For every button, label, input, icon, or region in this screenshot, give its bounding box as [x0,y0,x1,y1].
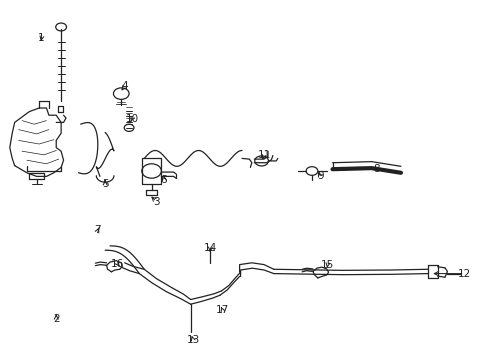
Text: 7: 7 [94,225,101,235]
Text: 14: 14 [203,243,217,253]
Text: 8: 8 [372,164,379,174]
Text: 1: 1 [38,33,45,43]
Text: 16: 16 [110,258,124,269]
Text: 10: 10 [125,114,138,124]
Text: 3: 3 [153,197,160,207]
Text: 11: 11 [257,150,270,160]
Text: 13: 13 [186,335,200,345]
Text: 4: 4 [121,81,128,91]
Text: 17: 17 [215,305,229,315]
Text: 6: 6 [160,175,167,185]
Text: 15: 15 [320,260,334,270]
Text: 12: 12 [457,269,470,279]
Text: 2: 2 [53,314,60,324]
Text: 5: 5 [102,179,108,189]
Text: 9: 9 [316,171,323,181]
